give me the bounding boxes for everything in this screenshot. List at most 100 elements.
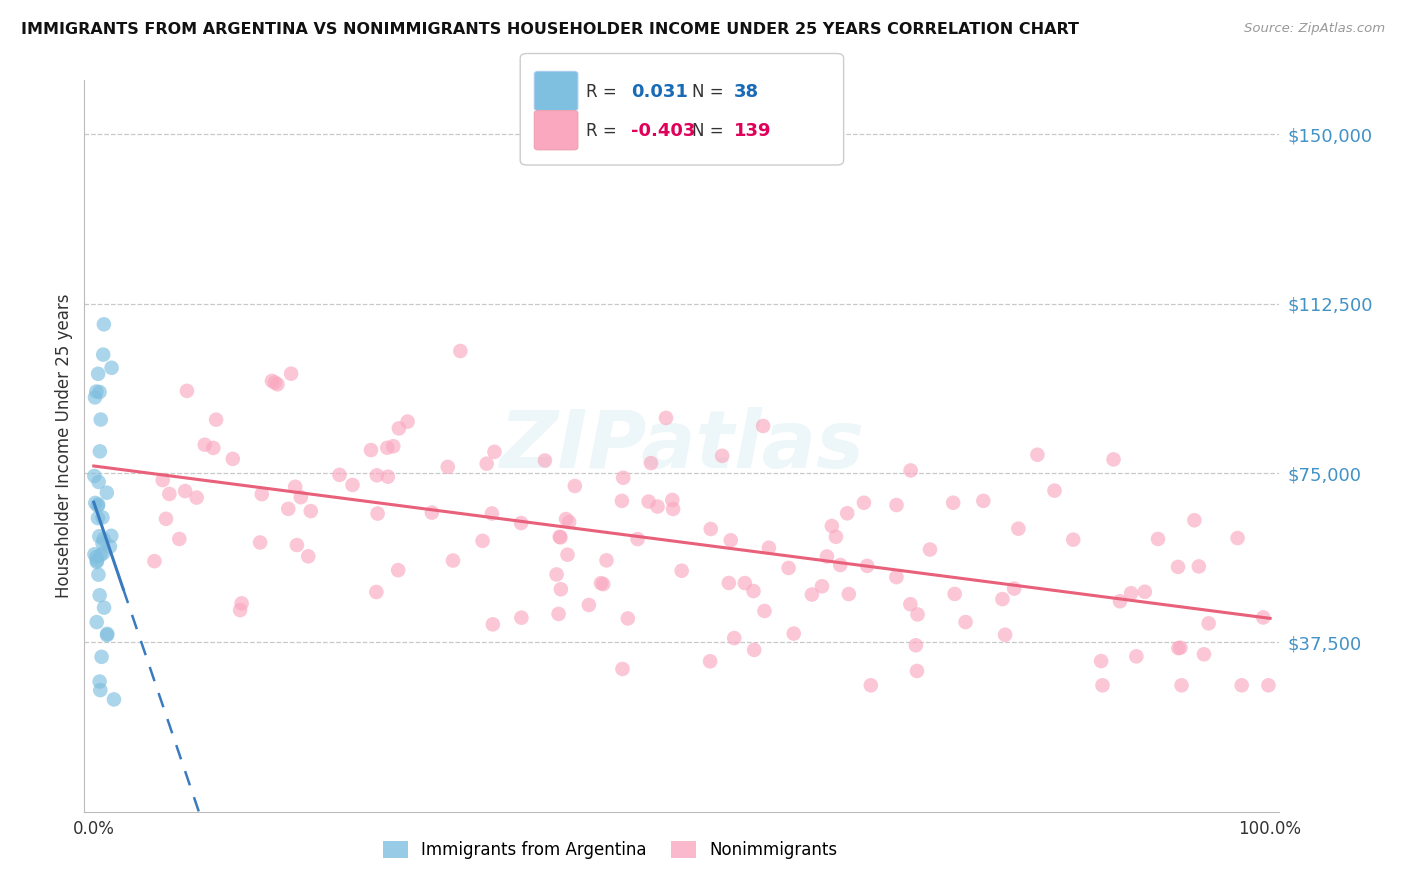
Point — [157, 487, 180, 501]
Point — [87, 499, 110, 513]
Point — [1091, 678, 1114, 692]
Text: -0.403: -0.403 — [631, 122, 696, 140]
Point — [662, 502, 685, 516]
Point — [87, 367, 110, 381]
Point — [375, 441, 398, 455]
Point — [89, 683, 111, 698]
Point — [1090, 654, 1112, 668]
Point — [534, 453, 557, 467]
Point — [942, 496, 965, 510]
Point — [86, 555, 108, 569]
Text: N =: N = — [692, 122, 723, 140]
Point — [510, 610, 533, 624]
Point — [1119, 586, 1142, 600]
Point — [700, 522, 723, 536]
Point — [905, 664, 928, 678]
Point — [93, 533, 115, 547]
Point — [557, 548, 579, 562]
Point — [1188, 559, 1211, 574]
Point — [86, 549, 108, 564]
Point — [90, 649, 112, 664]
Point — [1226, 531, 1249, 545]
Point — [548, 530, 571, 544]
Point — [229, 603, 252, 617]
Point — [87, 475, 110, 489]
Point — [176, 384, 198, 398]
Point — [93, 546, 115, 560]
Point — [640, 456, 662, 470]
Point — [1125, 649, 1147, 664]
Point — [266, 377, 288, 392]
Point — [825, 530, 848, 544]
Point — [377, 469, 399, 483]
Text: Source: ZipAtlas.com: Source: ZipAtlas.com — [1244, 22, 1385, 36]
Point — [838, 587, 860, 601]
Point — [1230, 678, 1253, 692]
Point — [387, 563, 409, 577]
Point — [886, 498, 908, 512]
Point — [564, 479, 586, 493]
Point — [972, 493, 994, 508]
Point — [742, 643, 765, 657]
Text: ZIPatlas: ZIPatlas — [499, 407, 865, 485]
Point — [830, 558, 852, 572]
Point — [87, 498, 110, 512]
Point — [277, 501, 299, 516]
Point — [1007, 522, 1029, 536]
Point — [98, 540, 121, 554]
Point — [1170, 640, 1192, 655]
Point — [449, 344, 471, 359]
Point — [859, 678, 882, 692]
Point — [366, 468, 388, 483]
Point — [578, 598, 600, 612]
Point — [280, 367, 302, 381]
Point — [83, 469, 105, 483]
Point — [856, 558, 879, 573]
Point — [86, 553, 108, 567]
Text: 0.031: 0.031 — [631, 83, 688, 101]
Point — [388, 421, 411, 435]
Point — [194, 438, 217, 452]
Point — [290, 490, 312, 504]
Point — [471, 533, 494, 548]
Point — [510, 516, 533, 530]
Point — [152, 473, 174, 487]
Point — [1133, 584, 1156, 599]
Point — [1257, 678, 1279, 692]
Point — [734, 576, 756, 591]
Point — [484, 445, 506, 459]
Point — [86, 384, 108, 399]
Point — [647, 500, 669, 514]
Point — [89, 548, 111, 562]
Point — [100, 529, 122, 543]
Point — [592, 577, 614, 591]
Point — [91, 536, 114, 550]
Point — [907, 607, 929, 622]
Point — [852, 496, 875, 510]
Point — [1026, 448, 1049, 462]
Point — [86, 615, 108, 629]
Point — [1062, 533, 1084, 547]
Point — [96, 628, 118, 642]
Point — [595, 553, 617, 567]
Point — [342, 478, 364, 492]
Text: R =: R = — [586, 122, 617, 140]
Point — [90, 412, 112, 426]
Point — [1043, 483, 1066, 498]
Point — [1167, 641, 1189, 656]
Point — [91, 510, 114, 524]
Text: N =: N = — [692, 83, 723, 101]
Point — [711, 449, 734, 463]
Point — [89, 588, 111, 602]
Point — [699, 654, 721, 668]
Point — [900, 463, 922, 477]
Point — [441, 553, 464, 567]
Point — [617, 611, 640, 625]
Point — [758, 541, 780, 555]
Point — [155, 512, 177, 526]
Point — [723, 631, 745, 645]
Point — [475, 457, 498, 471]
Point — [994, 628, 1017, 642]
Point — [297, 549, 319, 564]
Point — [637, 494, 659, 508]
